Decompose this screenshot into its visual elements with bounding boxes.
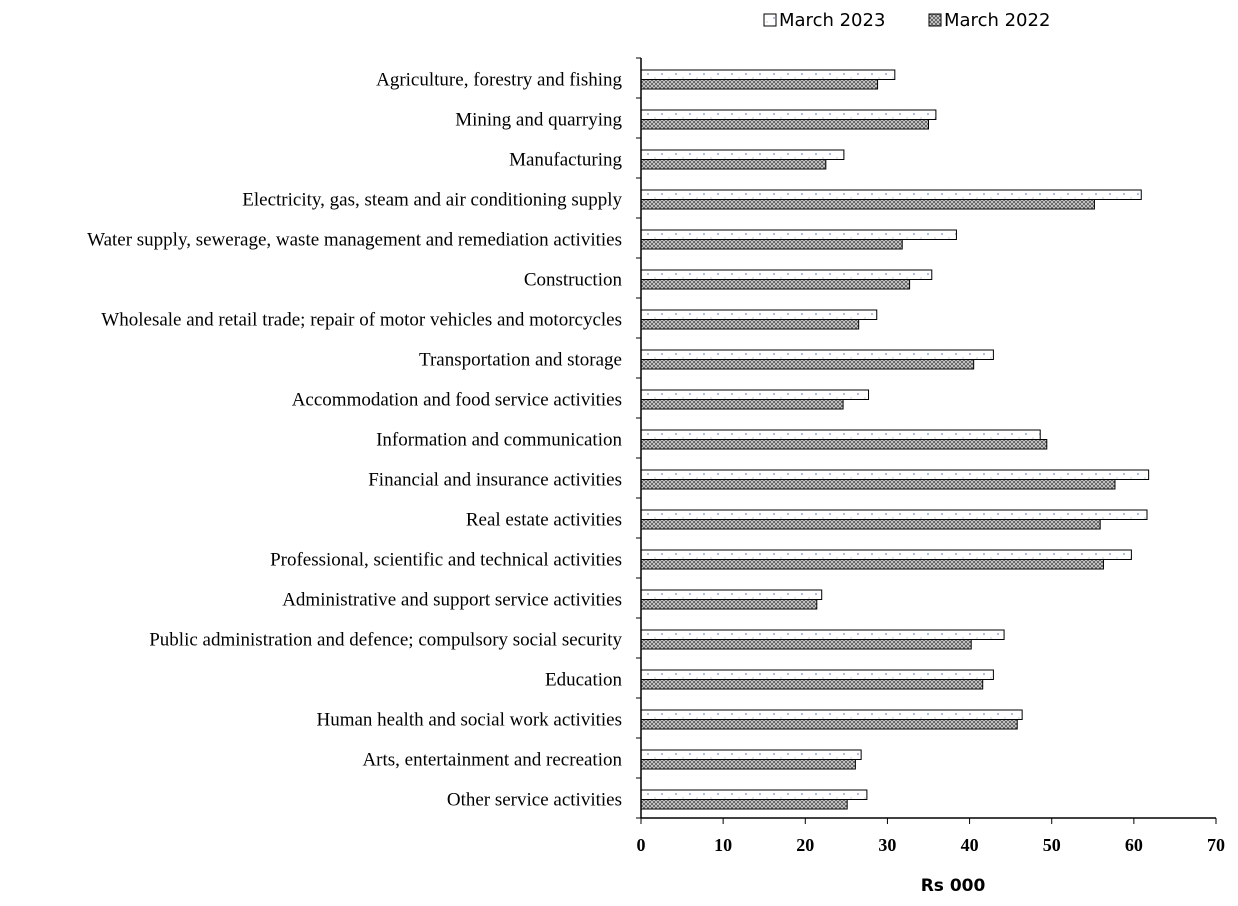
category-label: Accommodation and food service activitie…: [292, 390, 622, 411]
category-label: Real estate activities: [466, 510, 622, 531]
category-label: Water supply, sewerage, waste management…: [87, 230, 622, 251]
x-tick-label: 60: [1125, 835, 1143, 855]
bar-march-2022: [640, 399, 844, 410]
category-label: Construction: [524, 270, 623, 291]
category-label: Transportation and storage: [419, 350, 622, 371]
bar-march-2023: [640, 669, 994, 680]
category-label: Education: [545, 670, 623, 691]
category-label: Financial and insurance activities: [368, 470, 622, 491]
category-label: Arts, entertainment and recreation: [362, 750, 622, 771]
x-tick-label: 40: [961, 835, 979, 855]
x-axis-title: Rs 000: [921, 876, 986, 896]
category-label: Mining and quarrying: [455, 110, 622, 131]
x-tick-label: 70: [1207, 835, 1225, 855]
bar-march-2022: [640, 359, 975, 370]
legend-label-march-2022: March 2022: [944, 10, 1050, 31]
bar-march-2022: [640, 279, 911, 290]
bar-march-2023: [640, 749, 862, 760]
bar-march-2022: [640, 319, 860, 330]
bar-march-2022: [640, 679, 984, 690]
category-label: Information and communication: [376, 430, 622, 451]
x-axis-ticks: 0 10 20 30 40 50 60 70: [637, 818, 1225, 855]
category-label: Administrative and support service activ…: [282, 590, 622, 611]
bar-march-2022: [640, 599, 818, 610]
bar-march-2022: [640, 479, 1116, 490]
bar-march-2022: [640, 119, 929, 130]
bar-march-2023: [640, 589, 823, 600]
category-label: Electricity, gas, steam and air conditio…: [242, 190, 622, 211]
bar-march-2022: [640, 519, 1101, 530]
legend-swatch-march-2022: [928, 13, 942, 27]
bar-march-2023: [640, 229, 957, 240]
bar-march-2023: [640, 69, 896, 80]
bar-march-2023: [640, 509, 1148, 520]
bar-march-2022: [640, 159, 827, 170]
category-labels: Agriculture, forestry and fishing Mining …: [87, 70, 622, 811]
category-label: Professional, scientific and technical a…: [270, 550, 622, 571]
bar-march-2022: [640, 199, 1095, 210]
legend-swatch-march-2023: [763, 13, 777, 27]
bar-march-2023: [640, 109, 937, 120]
bar-march-2022: [640, 239, 903, 250]
bar-march-2022: [640, 559, 1104, 570]
bar-march-2023: [640, 389, 870, 400]
x-tick-label: 50: [1043, 835, 1061, 855]
bar-march-2022: [640, 639, 972, 650]
bar-march-2022: [640, 719, 1018, 730]
x-tick-label: 30: [878, 835, 896, 855]
bar-march-2023: [640, 269, 933, 280]
bar-march-2023: [640, 549, 1132, 560]
category-label: Human health and social work activities: [317, 710, 623, 731]
plot-area: [636, 57, 1216, 819]
bar-march-2022: [640, 759, 856, 770]
x-tick-label: 0: [637, 835, 646, 855]
bar-march-2023: [640, 469, 1150, 480]
category-label: Public administration and defence; compu…: [149, 630, 622, 651]
bar-march-2023: [640, 629, 1005, 640]
bar-march-2023: [640, 789, 868, 800]
legend-label-march-2023: March 2023: [779, 10, 885, 31]
bar-march-2022: [640, 79, 879, 90]
category-label: Manufacturing: [509, 150, 622, 171]
x-tick-label: 10: [714, 835, 732, 855]
bar-march-2023: [640, 349, 994, 360]
bar-march-2022: [640, 439, 1048, 450]
bar-march-2023: [640, 149, 845, 160]
category-label: Agriculture, forestry and fishing: [376, 70, 622, 91]
bar-march-2023: [640, 309, 878, 320]
x-tick-label: 20: [796, 835, 814, 855]
bar-march-2023: [640, 709, 1023, 720]
category-label: Wholesale and retail trade; repair of mo…: [101, 310, 622, 331]
bar-march-2023: [640, 189, 1142, 200]
bar-march-2022: [640, 799, 848, 810]
bar-march-2023: [640, 429, 1041, 440]
category-label: Other service activities: [447, 790, 622, 811]
chart-legend: March 2023 March 2022: [763, 10, 1050, 31]
